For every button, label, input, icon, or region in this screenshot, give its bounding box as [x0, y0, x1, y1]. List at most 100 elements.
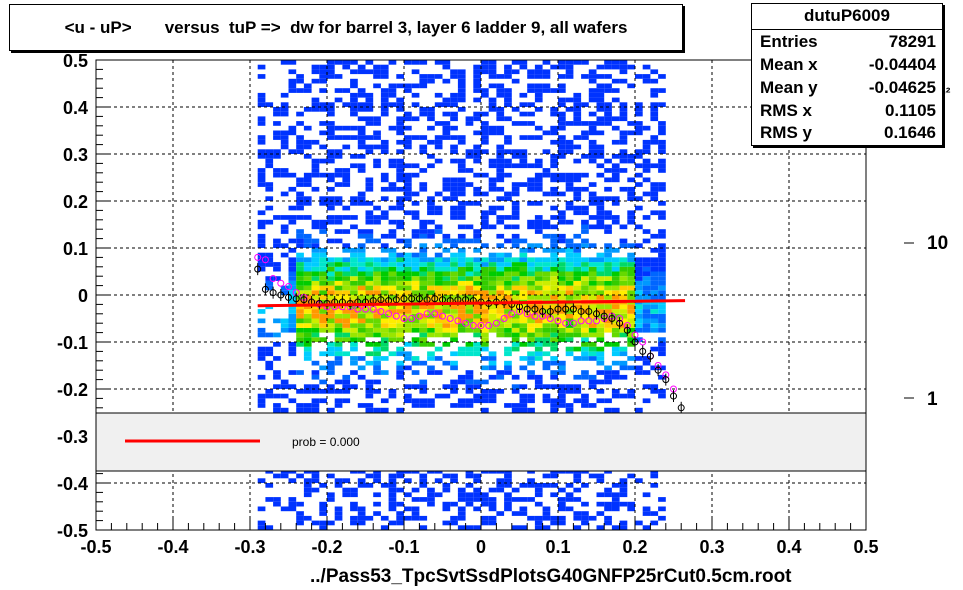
heatmap-cell — [265, 351, 274, 357]
heatmap-cell — [619, 257, 628, 263]
heatmap-cell — [427, 323, 435, 328]
heatmap-cell — [365, 342, 374, 347]
heatmap-cell — [465, 313, 474, 319]
heatmap-cell — [273, 501, 281, 507]
heatmap-cell — [373, 511, 381, 516]
heatmap-cell — [581, 337, 589, 342]
heatmap-cell — [327, 238, 335, 244]
heatmap-cell — [296, 332, 304, 338]
profile-mean-point — [662, 376, 670, 384]
heatmap-cell — [558, 332, 566, 338]
heatmap-cell — [319, 229, 327, 234]
heatmap-cell — [550, 215, 558, 220]
heatmap-cell — [596, 88, 605, 93]
heatmap-cell — [396, 318, 404, 324]
heatmap-cell — [380, 313, 389, 319]
heatmap-cell — [342, 60, 351, 65]
heatmap-cell — [342, 332, 351, 338]
heatmap-cell — [481, 135, 489, 140]
heatmap-cell — [504, 478, 512, 483]
heatmap-cell — [303, 177, 312, 183]
heatmap-cell — [380, 280, 389, 286]
profile-mean-point — [593, 310, 600, 318]
heatmap-cell — [635, 285, 643, 291]
heatmap-cell — [465, 201, 474, 206]
heatmap-cell — [558, 520, 566, 526]
heatmap-cell — [404, 342, 412, 347]
heatmap-cell — [404, 266, 412, 272]
heatmap-cell — [627, 191, 635, 197]
heatmap-cell — [550, 356, 558, 361]
heatmap-cell — [342, 177, 351, 183]
heatmap-cell — [365, 351, 374, 357]
heatmap-cell — [365, 285, 374, 291]
heatmap-cell — [604, 262, 612, 267]
heatmap-cell — [588, 327, 597, 333]
heatmap-cell — [442, 342, 451, 347]
heatmap-cell — [319, 398, 327, 404]
heatmap-cell — [419, 299, 428, 305]
heatmap-cell — [619, 332, 628, 338]
heatmap-cell — [511, 525, 520, 530]
heatmap-cell — [342, 492, 351, 498]
heatmap-cell — [280, 107, 289, 112]
heatmap-cell — [511, 323, 520, 328]
heatmap-cell — [635, 102, 643, 107]
heatmap-cell — [588, 154, 597, 159]
y-tick-label: 0.3 — [63, 145, 88, 165]
heatmap-cell — [496, 168, 505, 173]
y-tick-label: -0.2 — [57, 380, 88, 400]
heatmap-cell — [619, 309, 628, 314]
heatmap-cell — [273, 243, 281, 248]
heatmap-cell — [481, 88, 489, 93]
heatmap-cell — [388, 285, 397, 291]
heatmap-cell — [496, 130, 505, 136]
heatmap-cell — [296, 215, 304, 220]
heatmap-cell — [573, 389, 582, 394]
heatmap-cell — [373, 379, 381, 385]
heatmap-cell — [396, 295, 404, 300]
profile-alt-point — [485, 322, 493, 330]
heatmap-cell — [442, 111, 451, 117]
heatmap-cell — [534, 276, 543, 281]
heatmap-cell — [457, 177, 466, 183]
profile-mean-point — [585, 307, 593, 315]
heatmap-cell — [596, 64, 605, 70]
heatmap-cell — [496, 271, 505, 277]
heatmap-cell — [542, 295, 551, 300]
heatmap-cell — [419, 323, 428, 328]
heatmap-cell — [427, 257, 435, 263]
heatmap-cell — [380, 215, 389, 220]
heatmap-cell — [604, 365, 612, 371]
profile-mean-point — [300, 296, 308, 304]
heatmap-cell — [573, 266, 582, 272]
heatmap-cell — [342, 248, 351, 253]
heatmap-cell — [419, 266, 428, 272]
heatmap-cell — [604, 60, 612, 65]
profile-alt-point — [477, 322, 485, 330]
heatmap-cell — [511, 276, 520, 281]
heatmap-cell — [511, 154, 520, 159]
heatmap-cell — [542, 172, 551, 178]
heatmap-cell — [596, 262, 605, 267]
heatmap-cell — [280, 379, 289, 385]
heatmap-cell — [303, 257, 312, 263]
heatmap-cell — [473, 271, 481, 277]
heatmap-cell — [342, 318, 351, 324]
heatmap-cell — [488, 487, 497, 493]
heatmap-cell — [504, 290, 512, 295]
heatmap-cell — [411, 233, 420, 239]
heatmap-cell — [504, 215, 512, 220]
heatmap-cell — [442, 393, 451, 399]
heatmap-cell — [573, 473, 582, 479]
heatmap-cell — [611, 172, 620, 178]
heatmap-cell — [473, 238, 481, 244]
heatmap-cell — [527, 111, 535, 117]
heatmap-cell — [334, 266, 343, 272]
heatmap-cell — [434, 139, 443, 145]
heatmap-cell — [496, 252, 505, 258]
heatmap-cell — [427, 295, 435, 300]
heatmap-cell — [642, 276, 651, 281]
heatmap-cell — [257, 224, 266, 230]
heatmap-cell — [357, 304, 366, 310]
